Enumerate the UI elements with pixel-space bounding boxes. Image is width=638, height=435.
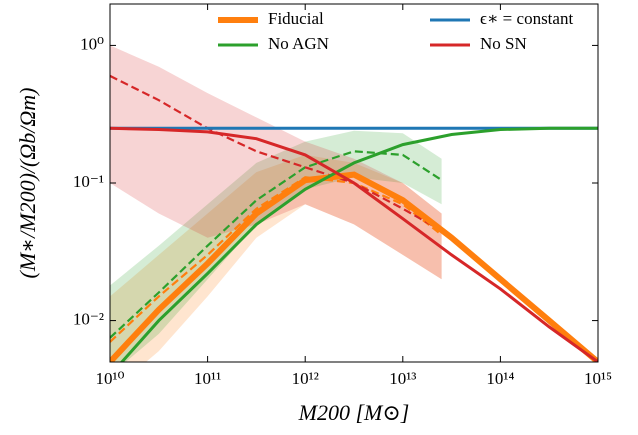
plot-area [110,45,598,362]
x-tick-label: 10¹⁵ [584,369,612,388]
line [110,171,598,362]
y-axis-label: (M∗/M200)/(Ωb/Ωm) [15,88,40,279]
x-tick-label: 10¹³ [389,369,416,388]
x-tick-label: 10¹⁰ [96,369,125,388]
dashed-line [110,150,443,339]
x-tick-label: 10¹⁴ [486,369,514,388]
band [110,154,442,362]
dashed-line [110,74,443,232]
band [110,45,442,280]
legend-label: No AGN [268,34,329,53]
x-axis-label: M200 [M⊙] [298,400,410,425]
dashed-line [110,176,443,343]
line [110,126,598,362]
legend-label: Fiducial [268,9,324,28]
legend-label: ϵ∗ = constant [480,9,573,28]
legend-label: No SN [480,34,527,53]
x-tick-label: 10¹² [292,369,319,388]
x-tick-label: 10¹¹ [194,369,221,388]
y-tick-label: 10⁻¹ [73,172,104,191]
y-tick-label: 10⁻² [73,309,104,328]
y-tick-label: 10⁰ [80,34,104,53]
line [119,126,598,362]
